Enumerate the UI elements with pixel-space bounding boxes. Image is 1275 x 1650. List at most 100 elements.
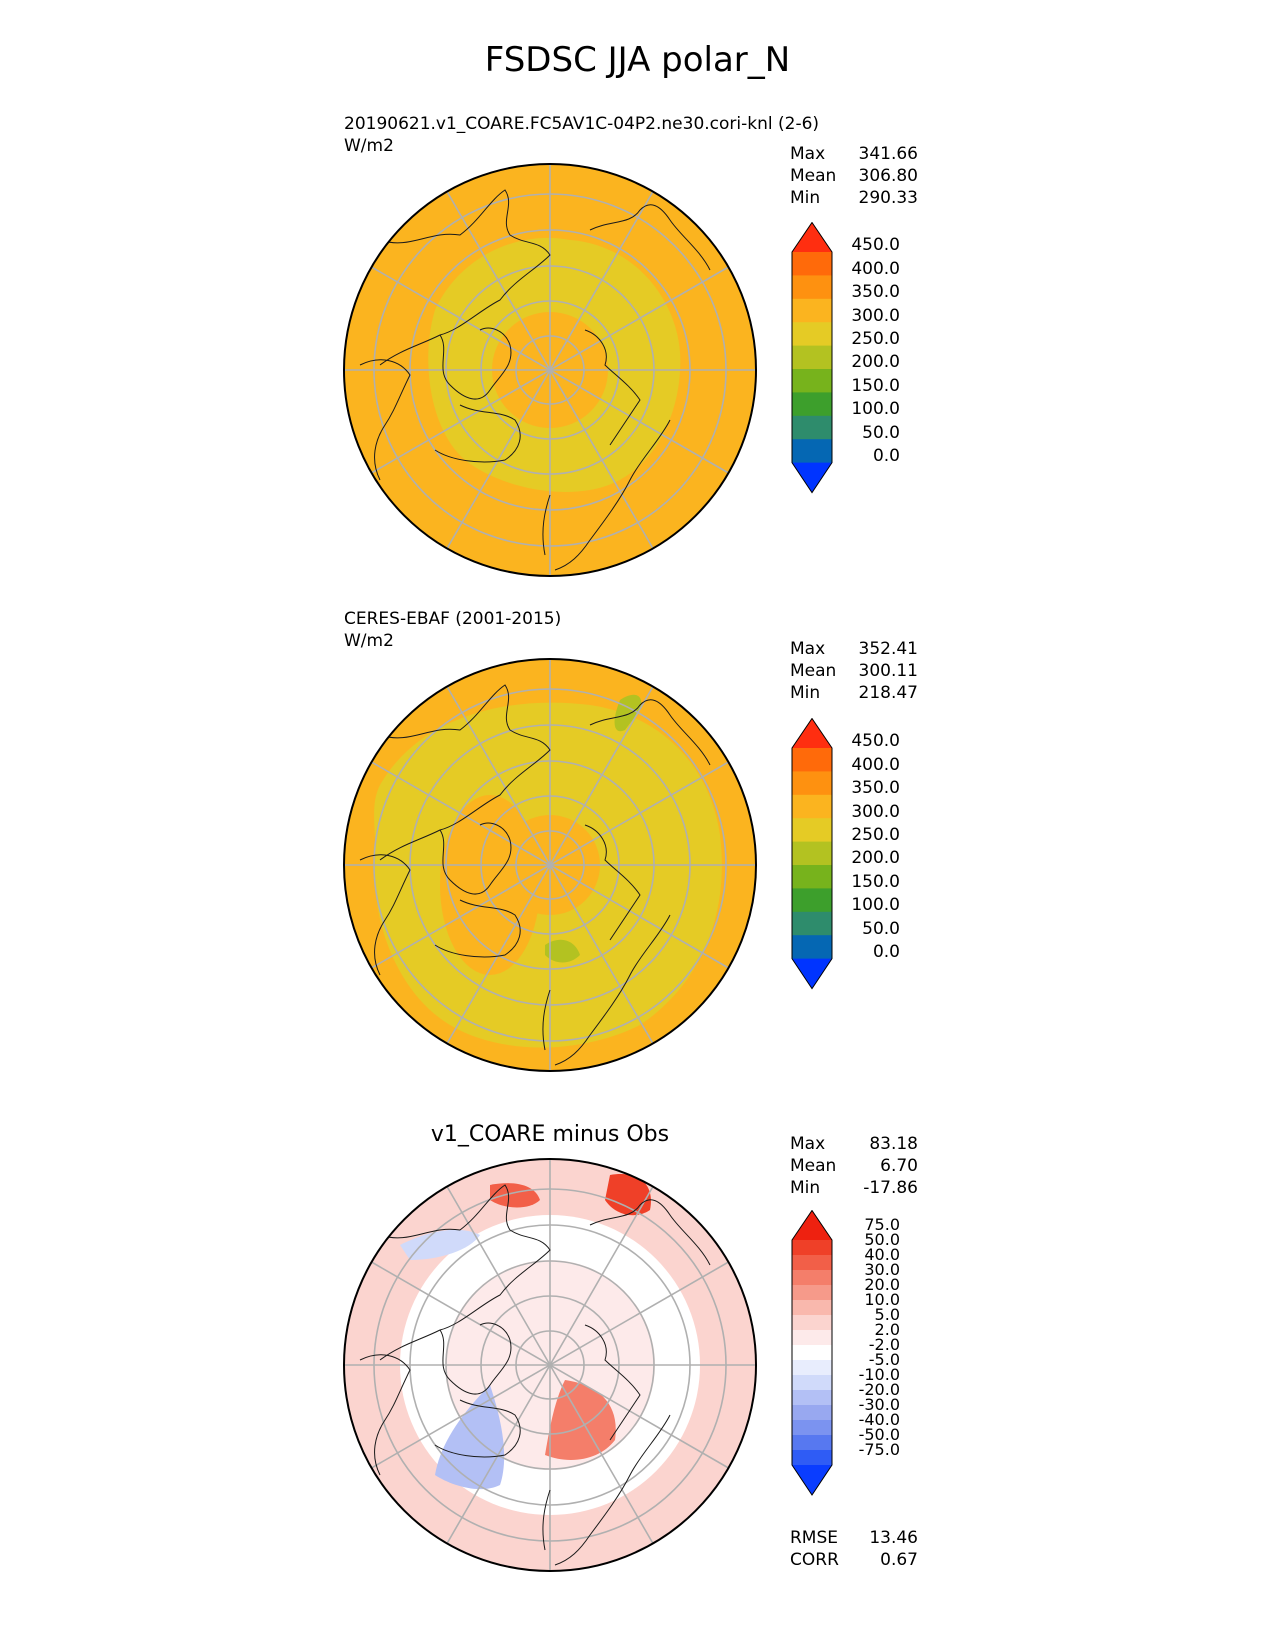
stat-label: Max [790, 639, 826, 659]
colorbar-tick-label: 5.0 [874, 1305, 900, 1324]
colorbar-tick-label: -20.0 [858, 1380, 900, 1399]
colorbar-segment [792, 1360, 832, 1376]
colorbar-tick-label: 350.0 [851, 282, 900, 303]
colorbar-test-labels: 450.0 400.0 350.0 300.0 250.0 200.0 150.0 100.0… [840, 235, 900, 490]
panel-reference-title: CERES-EBAF (2001-2015) [344, 609, 562, 629]
colorbar-extend-max [792, 222, 832, 252]
colorbar-tick-label: 40.0 [864, 1245, 900, 1264]
colorbar-tick-label: 350.0 [851, 778, 900, 799]
colorbar-tick-label: 50.0 [862, 918, 900, 939]
colorbar-segment [792, 1270, 832, 1286]
colorbar-segment [792, 1240, 832, 1256]
colorbar-segment [792, 1285, 832, 1301]
stat-label: Min [790, 1178, 821, 1198]
colorbar-tick-label: 250.0 [851, 329, 900, 349]
colorbar-extend-max [792, 718, 832, 748]
colorbar-tick-label: 150.0 [851, 871, 900, 892]
stat-label: Mean [790, 1156, 837, 1176]
colorbar-tick-label: 20.0 [864, 1275, 900, 1294]
colorbar-tick-label: 300.0 [851, 801, 900, 822]
panel-reference-units: W/m2 [344, 631, 394, 651]
colorbar-tick-label: 50.0 [862, 422, 900, 443]
coastlines [359, 189, 711, 571]
colorbar-segment [792, 1315, 832, 1331]
colorbar-segment [792, 1375, 832, 1391]
stat-label: Max [790, 144, 826, 164]
colorbar-segment [792, 439, 832, 464]
colorbar-segment [792, 345, 832, 370]
colorbar-segments [791, 1210, 833, 1496]
colorbar-segment [792, 415, 832, 440]
panel-test-units: W/m2 [344, 136, 394, 156]
field-region-negative [400, 1229, 480, 1260]
stat-label: Min [790, 683, 821, 703]
colorbar-outline [791, 718, 833, 990]
colorbar-segments [791, 718, 833, 990]
field-region-min [545, 939, 580, 963]
colorbar-segment [792, 818, 832, 843]
colorbar-tick-label: -10.0 [858, 1365, 900, 1384]
colorbar-extend-min [792, 958, 832, 989]
colorbar-segment [792, 392, 832, 417]
field-region-negative [435, 1385, 505, 1490]
colorbar-segment [792, 275, 832, 300]
panel-test-stats: Max 341.66 Mean 306.80 Min 290.33 [790, 143, 918, 209]
colorbar-tick-label: 75.0 [864, 1215, 900, 1234]
colorbar-tick-label: 50.0 [864, 1230, 900, 1249]
colorbar-segment [792, 1435, 832, 1451]
colorbar-tick-label: 250.0 [851, 825, 900, 845]
map-border [343, 163, 757, 577]
colorbar-tick-label: 450.0 [851, 731, 900, 752]
colorbar-test [791, 222, 833, 494]
colorbar-segment [792, 841, 832, 866]
colorbar-segment [792, 1255, 832, 1271]
colorbar-tick-label: -40.0 [858, 1410, 900, 1429]
colorbar-segment [792, 1300, 832, 1316]
colorbar-extend-max [792, 1210, 832, 1240]
colorbar-tick-label: -5.0 [868, 1350, 900, 1369]
colorbar-outline [791, 1210, 833, 1496]
map-border [343, 658, 757, 1072]
stat-value: 341.66 [858, 144, 918, 164]
colorbar-segment [792, 865, 832, 889]
stat-value: -17.86 [863, 1178, 918, 1198]
stat-label: Mean [790, 166, 837, 186]
figure-title: FSDSC JJA polar_N [484, 40, 791, 80]
colorbar-segment [792, 1330, 832, 1346]
metric-value: 13.46 [869, 1528, 918, 1548]
coastlines [359, 1184, 711, 1566]
colorbar-segment [792, 1390, 832, 1406]
colorbar-reference-labels: 450.0 400.0 350.0 300.0 250.0 200.0 150.0 100.0… [840, 731, 900, 986]
colorbar-segment [792, 1405, 832, 1421]
field-region-positive [490, 1183, 540, 1208]
stat-value: 218.47 [858, 683, 918, 703]
colorbar-difference [791, 1210, 833, 1496]
map-border [343, 1158, 757, 1572]
colorbar-tick-label: 450.0 [851, 235, 900, 256]
colorbar-tick-label: 2.0 [874, 1320, 900, 1339]
colorbar-tick-label: 150.0 [851, 375, 900, 396]
colorbar-segment [792, 1450, 832, 1466]
panel-difference-title: v1_COARE minus Obs [430, 1122, 670, 1147]
metric-label: RMSE [790, 1528, 839, 1548]
stat-label: Mean [790, 661, 837, 681]
colorbar-segment [792, 1420, 832, 1436]
colorbar-segment [792, 369, 832, 393]
stat-label: Max [790, 1134, 826, 1154]
panel-difference-stats: Max 83.18 Mean 6.70 Min -17.86 [790, 1133, 918, 1199]
colorbar-reference [791, 718, 833, 990]
stat-value: 300.11 [858, 661, 918, 681]
stat-value: 306.80 [858, 166, 918, 186]
colorbar-tick-label: -2.0 [868, 1335, 900, 1354]
colorbar-tick-label: 100.0 [851, 399, 900, 420]
metric-value: 0.67 [880, 1550, 918, 1570]
map-difference [343, 1158, 757, 1572]
stat-value: 290.33 [858, 188, 918, 208]
colorbar-tick-label: 400.0 [851, 258, 900, 279]
stat-value: 83.18 [869, 1134, 918, 1154]
colorbar-tick-label: -30.0 [858, 1395, 900, 1414]
stat-value: 352.41 [858, 639, 918, 659]
colorbar-segment [792, 794, 832, 819]
colorbar-segment [792, 322, 832, 347]
colorbar-tick-label: 0.0 [872, 942, 900, 962]
